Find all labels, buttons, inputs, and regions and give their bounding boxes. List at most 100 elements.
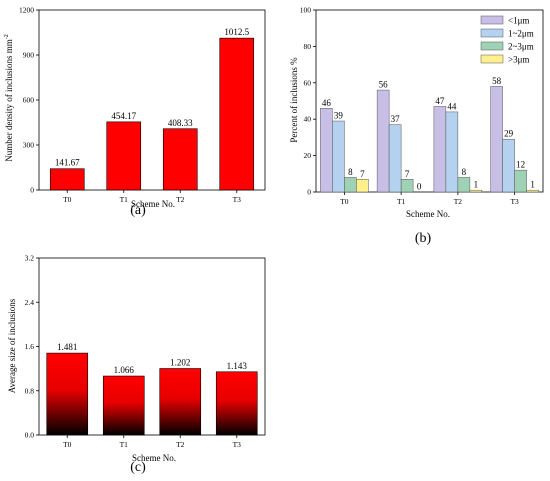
panel-c-ytick-label: 0.8 [25, 386, 35, 395]
panel-b-legend: <1μm 1~2μm 2~3μm >3μm [480, 15, 534, 65]
panel-b-data-label: 1 [530, 180, 535, 190]
panel-b-xtick-label: T0 [340, 197, 349, 206]
panel-c-data-label: 1.481 [57, 342, 77, 352]
panel-b-plot-frame [315, 9, 544, 193]
panel-c-ytick-label: 0.0 [25, 431, 35, 440]
panel-a-bar [49, 168, 85, 191]
panel-c-bar [215, 371, 258, 436]
panel-c-xtick-label: T1 [120, 440, 129, 449]
panel-b-ytick-label: 100 [300, 6, 312, 15]
panel-a-ylabel-text: Number density of inclusions mm [4, 39, 14, 162]
panel-b-bar [332, 120, 345, 193]
panel-b-data-label: 56 [379, 80, 389, 90]
panel-a-bar [162, 128, 198, 191]
panel-b-bar [445, 111, 459, 193]
panel-c-xtick-label: T2 [176, 440, 185, 449]
panel-b-bar [490, 86, 503, 193]
panel-c-data-label: 1.143 [227, 361, 248, 371]
panel-a-xtick-label: T3 [233, 195, 242, 204]
panel-b-xtick-label: T2 [454, 197, 463, 206]
panel-b-legend-label: 2~3μm [508, 42, 534, 52]
panel-b-bar [344, 177, 357, 193]
panel-b-legend-swatch [480, 28, 504, 38]
panel-b-data-label: 0 [417, 182, 422, 192]
panel-c-xtick-label: T0 [63, 440, 72, 449]
panel-c-data-label: 1.202 [170, 358, 190, 368]
panel-b-bar [433, 106, 447, 193]
panel-b-legend-swatch [480, 54, 504, 64]
panel-b-ytick-label: 60 [304, 78, 312, 87]
panel-b-xtick-label: T3 [510, 197, 519, 206]
panel-a-bar [106, 121, 142, 191]
panel-c-bar [46, 352, 89, 436]
chart-panel-c: (c) Scheme No. Average size of inclusion… [7, 254, 266, 475]
panel-c-bar [159, 368, 202, 436]
panel-a-data-label: 408.33 [168, 118, 193, 128]
panel-c-data-label: 1.066 [114, 365, 135, 375]
panel-b-xtick-label: T1 [397, 197, 406, 206]
panel-c-ytick-label: 2.4 [25, 298, 35, 307]
panel-b-legend-swatch [480, 15, 504, 25]
panel-b-ylabel: Percent of inclusions % [289, 57, 299, 143]
panel-a-ytick-label: 0 [30, 186, 34, 195]
panel-a-bar [219, 37, 255, 191]
panel-b-bar [469, 189, 483, 193]
panel-c-ylabel: Average size of inclusions [7, 298, 17, 393]
panel-a-data-label: 141.67 [55, 158, 80, 168]
panel-b-data-label: 7 [360, 169, 365, 179]
panel-b-data-label: 12 [516, 160, 525, 170]
panel-c-ytick-label: 3.2 [25, 254, 35, 263]
panel-b-bar [502, 138, 515, 193]
panel-b-bar [356, 179, 369, 193]
panel-b-ytick-label: 0 [307, 188, 311, 197]
panel-a-data-label: 454.17 [111, 111, 136, 121]
panel-a-xlabel: Scheme No. [131, 199, 175, 209]
panel-b-bar [400, 179, 414, 193]
panel-b-ytick-label: 20 [304, 151, 312, 160]
panel-b-data-label: 8 [462, 167, 467, 177]
panel-b-legend-label: 1~2μm [508, 29, 534, 39]
panel-b-bar [514, 169, 527, 193]
panel-b-bar [457, 177, 471, 193]
panel-a-xtick-label: T0 [63, 195, 72, 204]
chart-panel-b: (b) Scheme No. Percent of inclusions % 0… [289, 6, 544, 246]
panel-b-data-label: 44 [447, 101, 457, 111]
panel-b-xlabel: Scheme No. [406, 209, 450, 219]
panel-b-data-label: 8 [348, 167, 353, 177]
panel-c-label: (c) [130, 460, 146, 475]
panel-b-bar [320, 108, 333, 193]
panel-b-ytick-label: 80 [304, 42, 312, 51]
panel-a-label: (a) [130, 203, 146, 218]
panel-b-data-label: 7 [405, 169, 410, 179]
panel-a-xtick-label: T2 [176, 195, 185, 204]
panel-b-data-label: 39 [334, 111, 344, 121]
panel-c-xtick-label: T3 [233, 440, 242, 449]
chart-panel-a: (a) Scheme No. Number density of inclusi… [4, 6, 266, 218]
panel-a-ytick-label: 900 [23, 51, 35, 60]
panel-a-xtick-label: T1 [120, 195, 129, 204]
panel-b-legend-swatch [480, 41, 504, 51]
panel-b-bar [376, 89, 390, 193]
panel-a-ytick-label: 600 [23, 96, 35, 105]
panel-b-label: (b) [415, 231, 432, 246]
panel-b-data-label: 29 [504, 129, 514, 139]
panel-b-legend-label: >3μm [508, 55, 529, 65]
panel-b-data-label: 37 [391, 114, 401, 124]
panel-b-data-label: 58 [492, 76, 502, 86]
panel-c-bar [102, 375, 145, 436]
panel-a-ytick-label: 1200 [19, 6, 34, 15]
panel-a-ylabel: Number density of inclusions mm-2 [4, 34, 14, 162]
panel-b-bar [526, 189, 539, 193]
panel-c-xlabel: Scheme No. [132, 453, 176, 463]
panel-a-ylabel-sup: -2 [4, 34, 10, 39]
panel-a-data-label: 1012.5 [224, 27, 249, 37]
panel-b-data-label: 1 [474, 180, 479, 190]
panel-b-data-label: 46 [322, 98, 332, 108]
panel-b-data-label: 47 [435, 96, 445, 106]
panel-b-ytick-label: 40 [304, 115, 312, 124]
panel-b-bar [388, 124, 402, 193]
panel-c-ytick-label: 1.6 [25, 342, 35, 351]
panel-a-ytick-label: 300 [23, 141, 35, 150]
panel-b-legend-label: <1μm [508, 16, 529, 26]
